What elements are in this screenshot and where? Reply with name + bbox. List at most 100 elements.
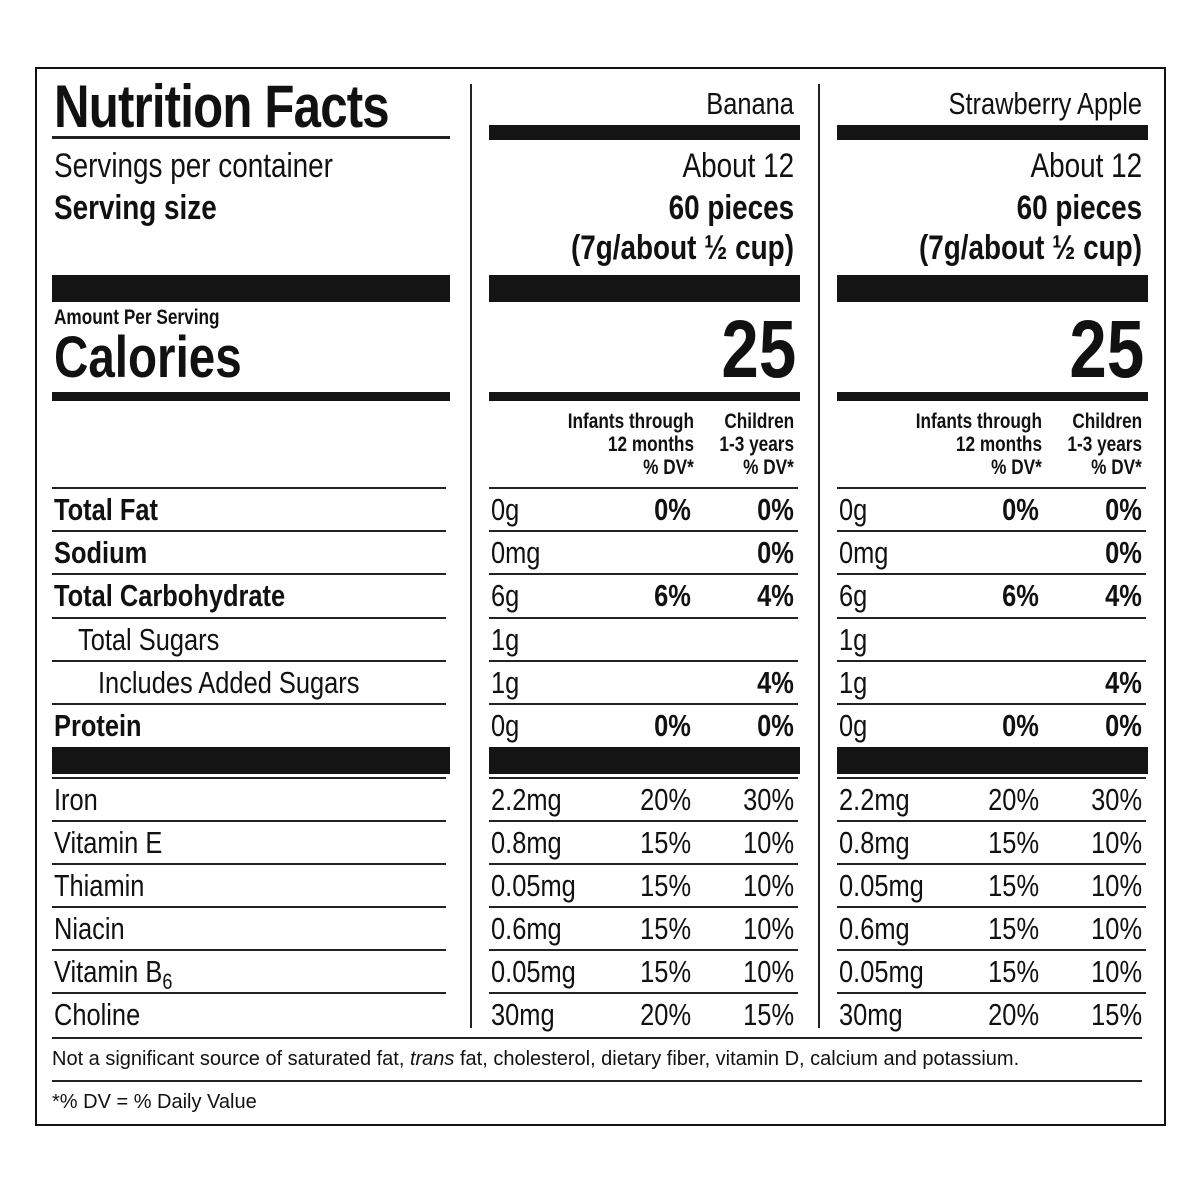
row-separator [837,660,1146,662]
infant-dv-value: 0% [654,708,691,743]
serving-size-label: Serving size [54,189,217,227]
amount-value: 0.05mg [491,868,576,903]
footnote-not-significant: Not a significant source of saturated fa… [52,1044,1019,1074]
children-dv-value: 0% [757,708,794,743]
nutrient-label-added-sugars: Includes Added Sugars [98,665,360,700]
infant-dv-value: 15% [640,954,691,989]
servings-value: About 12 [682,147,794,185]
amount-value: 1g [491,665,520,700]
children-dv-value: 0% [757,535,794,570]
row-separator [52,777,446,779]
title-underline [52,136,450,139]
calories-value: 25 [1069,304,1144,395]
infant-dv-value: 20% [988,997,1039,1032]
dv-header-children-line1: Children [1072,410,1142,433]
nutrient-label-total-sugars: Total Sugars [78,622,220,657]
row-separator [489,949,798,951]
thick-bar-top [837,275,1148,302]
row-separator [837,863,1146,865]
row-separator [489,660,798,662]
nutrient-label-thiamin: Thiamin [54,868,145,903]
thick-bar-middle [52,747,450,774]
row-separator [489,992,798,994]
infant-dv-value: 20% [640,997,691,1032]
nutrient-label-total-fat: Total Fat [54,492,159,527]
children-dv-value: 10% [743,868,794,903]
children-dv-value: 0% [1105,535,1142,570]
infant-dv-value: 6% [1002,578,1039,613]
children-dv-value: 4% [1105,578,1142,613]
infant-dv-value: 0% [1002,492,1039,527]
amount-value: 0g [491,708,520,743]
infant-dv-value: 0% [1002,708,1039,743]
product-name-bar [489,125,800,140]
footnote-part-after: fat, cholesterol, dietary fiber, vitamin… [454,1048,1020,1070]
amount-value: 0.05mg [839,868,924,903]
infant-dv-value: 6% [654,578,691,613]
dv-header-infants-line1: Infants through [915,410,1042,433]
row-separator [837,949,1146,951]
amount-value: 0g [839,492,868,527]
amount-value: 0.6mg [839,911,910,946]
infant-dv-value: 20% [640,782,691,817]
row-separator [52,906,446,908]
row-separator [489,906,798,908]
nutrient-label-vitamin-b6: Vitamin B6 [54,951,172,994]
row-separator [52,660,446,662]
amount-value: 0.05mg [491,954,576,989]
row-separator [837,820,1146,822]
infant-dv-value: 15% [640,911,691,946]
row-separator [837,617,1146,619]
row-separator [837,703,1146,705]
infant-dv-value: 15% [640,868,691,903]
children-dv-value: 4% [757,665,794,700]
row-separator [489,487,798,489]
children-dv-value: 10% [1091,868,1142,903]
children-dv-value: 10% [743,911,794,946]
thick-bar-top [489,275,800,302]
amount-value: 1g [839,665,868,700]
dv-header-children-dv: % DV* [1091,456,1142,479]
nutrition-facts-panel [35,67,1166,1126]
infant-dv-value: 15% [988,954,1039,989]
amount-value: 1g [491,622,520,657]
row-separator [837,487,1146,489]
calories-label: Calories [54,325,242,390]
children-dv-value: 10% [743,825,794,860]
dv-header-infants-line2: 12 months [607,433,694,456]
infant-dv-value: 0% [654,492,691,527]
product-name-bar [837,125,1148,140]
calories-bar [837,392,1148,401]
row-separator [52,573,446,575]
serving-size-line2: (7g/about ½ cup) [918,229,1142,267]
dv-header-children-line2: 1-3 years [719,433,794,456]
children-dv-value: 4% [757,578,794,613]
dv-header-infants-line2: 12 months [955,433,1042,456]
row-separator [52,487,446,489]
vitamin-b6-label-text: Vitamin B [54,954,163,989]
row-separator [489,617,798,619]
serving-size-line1: 60 pieces [1016,189,1142,227]
product-name: Banana [706,86,794,121]
row-separator [52,992,446,994]
dv-header-infants-line1: Infants through [567,410,694,433]
children-dv-value: 0% [757,492,794,527]
footnote-part-italic: trans [409,1048,455,1070]
row-separator [837,906,1146,908]
row-separator [52,949,446,951]
children-dv-value: 4% [1105,665,1142,700]
nutrient-label-iron: Iron [54,782,98,817]
calories-bar [52,392,450,401]
serving-size-line1: 60 pieces [668,189,794,227]
children-dv-value: 15% [743,997,794,1032]
amount-value: 30mg [491,997,555,1032]
row-separator [837,992,1146,994]
amount-value: 0.6mg [491,911,562,946]
children-dv-value: 0% [1105,492,1142,527]
footer-top-rule [52,1037,1142,1039]
dv-header-infants-dv: % DV* [991,456,1042,479]
row-separator [52,617,446,619]
infant-dv-value: 15% [988,868,1039,903]
amount-value: 0.05mg [839,954,924,989]
nutrient-label-choline: Choline [54,997,141,1032]
